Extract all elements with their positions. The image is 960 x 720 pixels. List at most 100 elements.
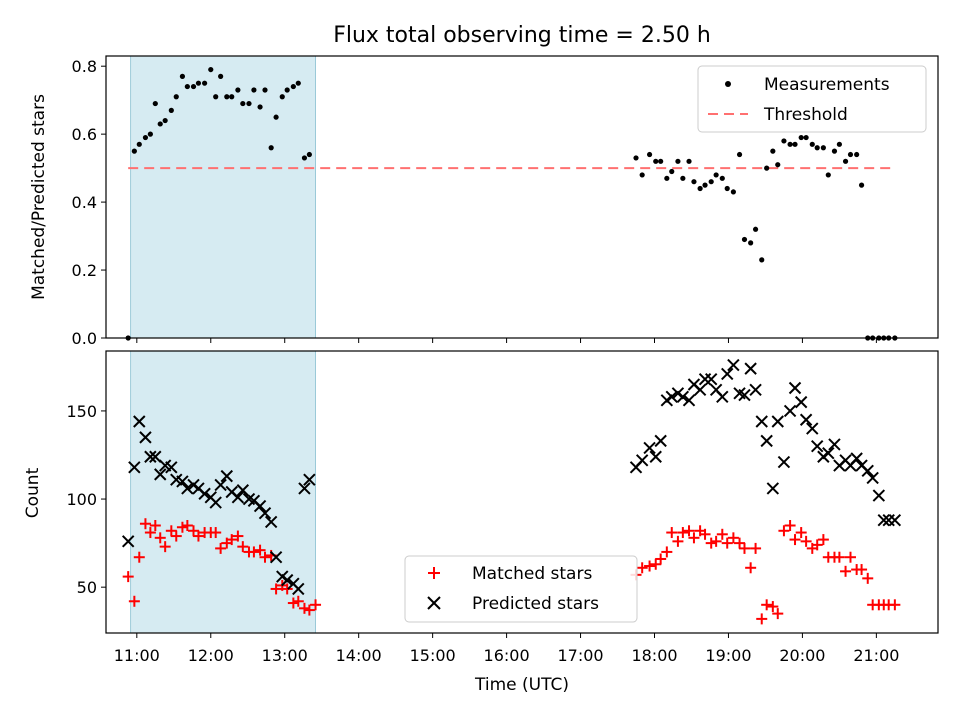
matched-star-point [785,520,796,531]
measurement-point [285,87,290,92]
measurement-point [208,67,213,72]
measurement-point [781,138,786,143]
predicted-star-point [745,363,756,374]
measurement-point [148,132,153,137]
predicted-star-point [807,423,818,434]
legend-marker-measurements [725,81,731,87]
predicted-star-point [706,374,717,385]
measurement-point [169,108,174,113]
matched-star-point [790,534,801,545]
measurement-point [273,115,278,120]
matched-star-point [637,562,648,573]
matched-star-point [840,566,851,577]
predicted-star-point [700,374,711,385]
measurement-point [158,121,163,126]
bottom-y-tick-label: 150 [66,402,97,421]
measurement-point [709,179,714,184]
measurement-point [174,94,179,99]
measurement-point [759,257,764,262]
count-panel: 50100150 11:00 12:00 13:00 14:00 15:00 16:00 1… [23,351,938,695]
matched-star-point [655,553,666,564]
measurement-point [775,162,780,167]
measurement-point [691,179,696,184]
measurement-point [742,237,747,242]
measurement-point [307,152,312,157]
measurement-point [218,74,223,79]
highlight-span-top [131,56,316,338]
bottom-y-tick-label: 50 [77,578,97,597]
measurement-point [196,81,201,86]
matched-star-point [856,564,867,575]
measurement-point [748,240,753,245]
bottom-x-tick-label: 18:00 [631,646,677,665]
matched-star-point [796,527,807,538]
predicted-star-point [829,439,840,450]
top-y-label: Matched/Predicted stars [29,94,49,300]
bottom-x-tick-label: 14:00 [336,646,382,665]
predicted-star-point [889,515,900,526]
matched-star-point [666,527,677,538]
measurement-point [202,81,207,86]
matched-star-point [818,534,829,545]
matched-star-point [845,552,856,563]
bottom-x-tick-label: 19:00 [705,646,751,665]
matched-star-point [672,536,683,547]
matched-star-point [761,599,772,610]
measurement-point [213,94,218,99]
top-y-axis: 0.0 0.2 0.4 0.6 0.8 [72,57,106,348]
top-y-tick-label: 0.4 [72,193,97,212]
top-legend: Measurements Threshold [698,66,926,132]
measurement-point [770,149,775,154]
bottom-y-axis: 50 100 150 [66,402,106,597]
predicted-star-point [644,442,655,453]
predicted-star-point [851,453,862,464]
measurement-point [720,176,725,181]
measurement-point [291,84,296,89]
measurement-point [826,172,831,177]
measurement-point [664,176,669,181]
top-x-ticks [137,338,877,343]
bottom-x-tick-label: 12:00 [188,646,234,665]
measurement-point [280,94,285,99]
bottom-x-tick-label: 21:00 [853,646,899,665]
predicted-star-point [772,416,783,427]
measurement-point [669,169,674,174]
measurement-point [702,183,707,188]
matched-star-point [801,536,812,547]
measurement-point [753,227,758,232]
measurement-point [163,118,168,123]
matched-star-point [728,532,739,543]
measurement-point [640,172,645,177]
measurement-point [633,155,638,160]
measurement-point [837,142,842,147]
matched-star-point [644,561,655,572]
measurement-point [737,152,742,157]
predicted-star-point [801,414,812,425]
measurement-point [810,142,815,147]
matched-star-point [772,608,783,619]
matched-star-point [739,543,750,554]
matched-star-point [834,552,845,563]
measurement-point [804,135,809,140]
top-y-tick-label: 0.0 [72,329,97,348]
measurement-point [180,74,185,79]
measurement-point [191,84,196,89]
predicted-star-point [717,391,728,402]
predicted-star-point [867,472,878,483]
measurement-point [714,172,719,177]
measurement-point [229,94,234,99]
measurement-point [686,159,691,164]
measurement-point [792,142,797,147]
x-axis-label: Time (UTC) [474,675,569,695]
measurement-point [698,186,703,191]
measurement-point [224,94,229,99]
measurement-point [185,84,190,89]
measurement-point [302,155,307,160]
measurement-point [262,87,267,92]
measurement-point [680,176,685,181]
bottom-legend: Matched stars Predicted stars [405,556,637,622]
matched-star-point [677,527,688,538]
ratio-panel: 0.00.20.40.60.8 Matched/Predicted stars … [29,56,938,348]
matched-star-point [767,601,778,612]
measurement-point [859,183,864,188]
